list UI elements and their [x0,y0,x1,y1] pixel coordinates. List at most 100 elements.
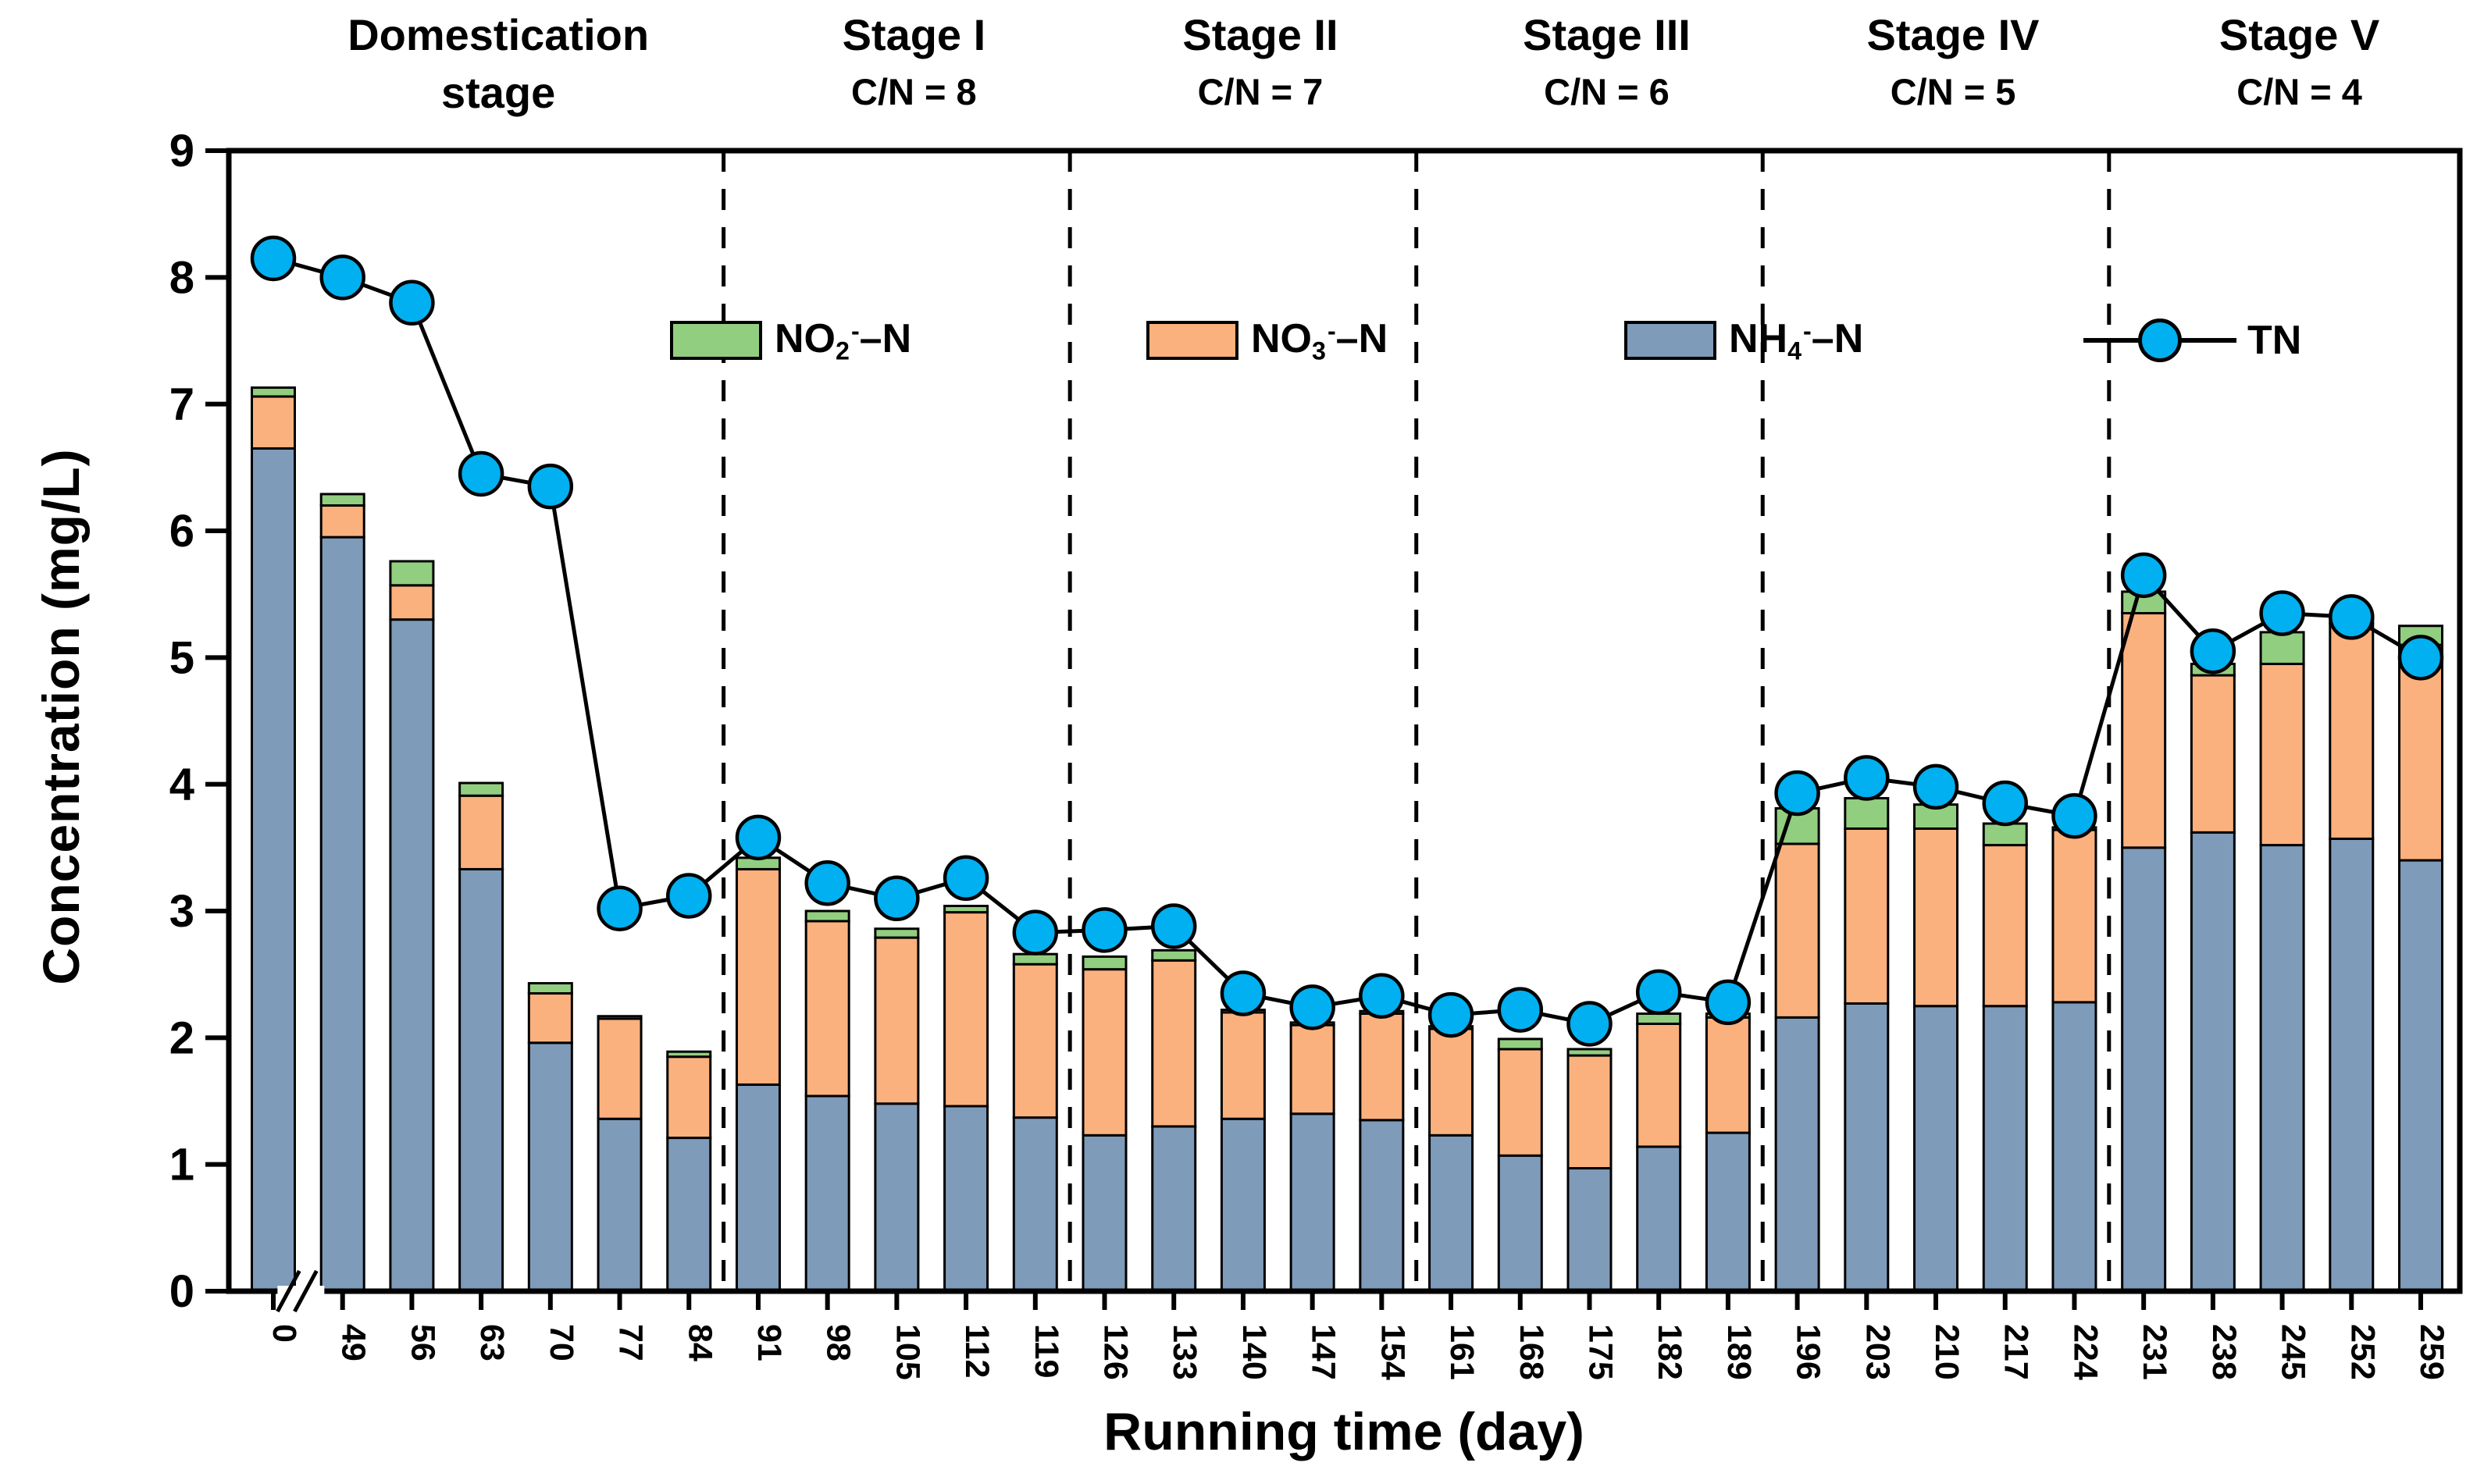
bar-segment-nh4 [1566,1167,1613,1293]
x-tick-label: 119 [1028,1324,1065,1378]
legend-item-no2: NO2-–N [670,316,911,365]
bar-segment-nh4 [1913,1005,1959,1293]
bar-segment-no2 [1982,822,2028,847]
bar-segment-no2 [251,386,296,398]
bar-segment-no3 [1082,968,1128,1137]
tn-line [273,256,2422,1027]
bar-segment-no3 [597,1017,643,1120]
axis-break-slash [276,1269,301,1313]
legend-label: NO3-–N [1251,315,1388,365]
stage-cn-ratio: C/N = 7 [1197,71,1324,112]
stage-cn-ratio: C/N = 6 [1544,71,1670,112]
bar-segment-nh4 [666,1137,712,1293]
bar-segment-nh4 [1289,1112,1335,1293]
stage-header-2: Stage II C/N = 7 [1182,6,1338,116]
bar-segment-no3 [1636,1022,1682,1148]
stage-header-3: Stage III C/N = 6 [1523,6,1691,116]
y-tick-label: 7 [169,379,194,430]
bar-segment-no3 [874,936,920,1105]
bar-segment-no2 [1497,1037,1543,1051]
tn-data-point [1566,1001,1613,1047]
bar-segment-nh4 [943,1105,989,1293]
bar-segment-no3 [1982,844,2028,1008]
legend-item-tn: TN [2083,316,2301,365]
stage-header-4: Stage IV C/N = 5 [1867,6,2040,116]
tn-data-point [1012,909,1059,956]
bar-segment-nh4 [2051,1001,2097,1293]
x-tick-label: 196 [1790,1324,1827,1380]
bar-segment-no2 [1012,952,1058,966]
x-tick-label: 91 [750,1324,788,1361]
tn-data-point [1289,984,1335,1030]
x-tick-label: 105 [889,1324,926,1380]
tn-data-point [2120,552,2167,599]
x-tick-label: 203 [1859,1324,1896,1380]
bar-segment-no3 [1774,842,1820,1019]
bar-segment-nh4 [389,618,435,1293]
y-tick-label: 8 [169,252,194,303]
legend-label: NO2-–N [775,315,912,365]
x-tick-label: 140 [1235,1324,1273,1380]
bar-segment-no3 [804,920,850,1098]
bar-segment-nh4 [251,447,296,1293]
legend-item-no3: NO3-–N [1146,316,1388,365]
tn-data-point [2329,594,2375,640]
x-tick-label: 182 [1651,1324,1688,1380]
legend-tn-dot [2138,319,2182,362]
bar-segment-no2 [1636,1012,1682,1025]
bar-segment-nh4 [735,1083,781,1293]
x-tick-label: 245 [2275,1324,2312,1380]
bar-segment-nh4 [804,1094,850,1293]
plot-frame [226,148,2463,1294]
bar-segment-no3 [735,867,781,1086]
bar-segment-no3 [1220,1011,1266,1120]
x-tick-label: 161 [1443,1324,1481,1380]
stage-header-0: Domestication stage [347,6,649,122]
x-tick-label: 98 [820,1324,857,1361]
x-tick-label: 126 [1097,1324,1135,1380]
bar-segment-nh4 [1982,1005,2028,1293]
bar-segment-nh4 [2398,859,2443,1293]
bar-segment-no3 [666,1055,712,1140]
bar-segment-no2 [1082,955,1128,971]
tn-data-point [2190,628,2236,674]
tn-data-point [597,885,643,932]
bar-segment-no2 [666,1050,712,1059]
bar-segment-no3 [2121,612,2167,849]
bar-segment-no2 [1844,797,1890,830]
x-axis-title: Running time (day) [1103,1402,1584,1461]
x-tick-label: 175 [1581,1324,1619,1380]
x-tick-label: 63 [473,1324,511,1361]
axis-break-slash [293,1269,319,1313]
stage-title: Domestication stage [347,10,650,117]
tn-data-point [943,855,989,902]
x-tick-label: 70 [543,1324,580,1361]
tn-data-point [666,873,712,919]
legend-tn-marker-icon [2083,316,2236,365]
bar-segment-no3 [1289,1023,1335,1116]
bar-segment-no3 [1566,1054,1613,1170]
stage-title: Stage IV [1866,10,2040,59]
bar-segment-no3 [1497,1048,1543,1157]
x-tick-label: 210 [1928,1324,1965,1380]
x-tick-label: 238 [2205,1324,2243,1380]
legend-swatch-no2 [670,321,762,360]
bar-segment-nh4 [1705,1131,1751,1293]
x-tick-label: 168 [1513,1324,1550,1380]
tn-data-point [1844,755,1890,801]
tn-data-point [2051,793,2097,839]
bar-segment-no3 [1428,1027,1474,1137]
stage-header-5: Stage V C/N = 4 [2219,6,2379,116]
bar-segment-nh4 [597,1117,643,1293]
bar-segment-no3 [1705,1016,1751,1134]
tn-data-point [319,254,365,301]
x-tick-label: 259 [2413,1324,2450,1380]
bar-segment-no2 [527,982,573,995]
tn-data-point [389,279,435,326]
tn-data-point [2259,590,2305,636]
bar-segment-nh4 [1428,1133,1474,1293]
bar-segment-no2 [389,560,435,587]
x-tick-label: 154 [1374,1324,1411,1380]
bar-segment-nh4 [1220,1117,1266,1293]
